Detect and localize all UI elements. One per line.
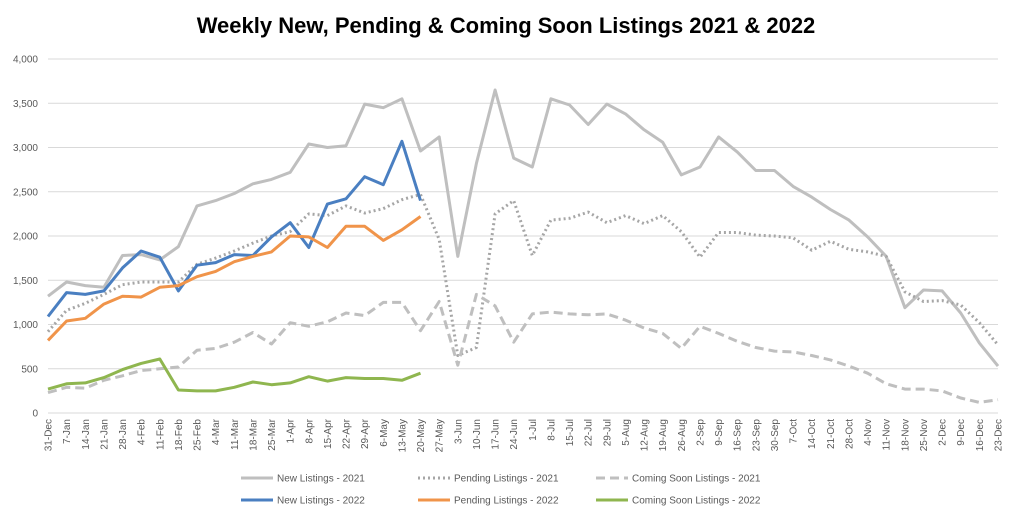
x-tick-label: 7-Jan bbox=[62, 419, 73, 444]
x-tick-label: 29-Jul bbox=[602, 419, 613, 446]
x-tick-label: 27-May bbox=[435, 419, 446, 452]
legend-label: New Listings - 2021 bbox=[277, 474, 365, 485]
x-tick-label: 4-Nov bbox=[863, 419, 874, 446]
x-axis-ticks: 31-Dec 7-Jan 14-Jan 21-Jan 28-Jan 4-Feb 11-Feb… bbox=[44, 418, 1005, 452]
series-line-2 bbox=[47, 292, 999, 404]
x-tick-label: 18-Feb bbox=[174, 419, 185, 451]
x-tick-label: 22-Jul bbox=[584, 419, 595, 446]
y-tick-label: 3,500 bbox=[13, 99, 38, 110]
x-tick-label: 3-Jun bbox=[453, 419, 464, 444]
x-tick-label: 11-Nov bbox=[882, 419, 893, 451]
x-tick-label: 15-Apr bbox=[323, 418, 334, 449]
x-tick-label: 23-Dec bbox=[994, 419, 1005, 451]
x-tick-label: 2-Dec bbox=[938, 419, 949, 446]
series-line-4 bbox=[46, 215, 422, 342]
x-tick-label: 13-May bbox=[397, 419, 408, 452]
y-tick-label: 500 bbox=[21, 364, 38, 375]
series-line-0 bbox=[47, 88, 1000, 368]
x-tick-label: 7-Oct bbox=[789, 419, 800, 444]
series-line-5 bbox=[47, 357, 422, 393]
x-tick-label: 4-Feb bbox=[137, 419, 148, 446]
legend-label: New Listings - 2022 bbox=[277, 496, 365, 507]
x-tick-label: 1-Jul bbox=[528, 419, 539, 441]
x-tick-label: 11-Feb bbox=[155, 419, 166, 450]
x-tick-label: 14-Jan bbox=[81, 419, 92, 450]
x-tick-label: 28-Jan bbox=[118, 419, 129, 450]
x-tick-label: 8-Apr bbox=[304, 418, 315, 443]
y-tick-label: 4,000 bbox=[13, 55, 38, 66]
x-tick-label: 22-Apr bbox=[342, 418, 353, 449]
x-tick-label: 16-Sep bbox=[733, 419, 744, 452]
legend-label: Pending Listings - 2022 bbox=[454, 496, 559, 507]
x-tick-label: 4-Mar bbox=[211, 418, 222, 445]
x-tick-label: 18-Nov bbox=[900, 419, 911, 451]
x-tick-label: 6-May bbox=[379, 419, 390, 447]
x-tick-label: 10-Jun bbox=[472, 419, 483, 450]
x-tick-label: 9-Dec bbox=[956, 419, 967, 446]
y-tick-label: 3,000 bbox=[13, 143, 38, 154]
legend-label: Coming Soon Listings - 2022 bbox=[632, 496, 761, 507]
x-tick-label: 5-Aug bbox=[621, 419, 632, 446]
series-lines bbox=[46, 88, 1000, 404]
x-tick-label: 26-Aug bbox=[677, 419, 688, 451]
x-tick-label: 23-Sep bbox=[751, 419, 762, 452]
x-tick-label: 20-May bbox=[416, 419, 427, 452]
x-tick-label: 25-Feb bbox=[193, 419, 204, 451]
x-tick-label: 11-Mar bbox=[230, 418, 241, 450]
x-tick-label: 24-Jun bbox=[509, 419, 520, 450]
gridlines bbox=[48, 58, 998, 370]
y-tick-label: 1,000 bbox=[13, 320, 38, 331]
x-tick-label: 21-Jan bbox=[99, 419, 110, 450]
y-tick-label: 2,000 bbox=[13, 232, 38, 243]
x-tick-label: 19-Aug bbox=[658, 419, 669, 451]
x-tick-label: 14-Oct bbox=[807, 419, 818, 449]
x-tick-label: 1-Apr bbox=[286, 418, 297, 443]
series-line-3 bbox=[46, 139, 422, 318]
x-tick-label: 8-Jul bbox=[546, 419, 557, 441]
x-tick-label: 18-Mar bbox=[248, 418, 259, 450]
x-tick-label: 17-Jun bbox=[491, 419, 502, 450]
legend-label: Pending Listings - 2021 bbox=[454, 474, 559, 485]
x-tick-label: 12-Aug bbox=[640, 419, 651, 451]
x-tick-label: 25-Nov bbox=[919, 419, 930, 451]
chart-title: Weekly New, Pending & Coming Soon Listin… bbox=[197, 13, 816, 38]
series-line-1 bbox=[46, 192, 1000, 357]
x-tick-label: 9-Sep bbox=[714, 419, 725, 446]
y-tick-label: 2,500 bbox=[13, 187, 38, 198]
y-tick-label: 1,500 bbox=[13, 276, 38, 287]
x-tick-label: 31-Dec bbox=[44, 419, 55, 451]
x-tick-label: 2-Sep bbox=[695, 419, 706, 446]
x-tick-label: 29-Apr bbox=[360, 418, 371, 449]
legend-label: Coming Soon Listings - 2021 bbox=[632, 474, 761, 485]
x-tick-label: 28-Oct bbox=[844, 419, 855, 449]
y-tick-label: 0 bbox=[32, 409, 38, 420]
x-tick-label: 15-Jul bbox=[565, 419, 576, 446]
x-tick-label: 16-Dec bbox=[975, 419, 986, 451]
x-tick-label: 30-Sep bbox=[770, 419, 781, 452]
legend: New Listings - 2021 Pending Listings - 20… bbox=[241, 474, 761, 507]
y-axis-ticks: 0 500 1,000 1,500 2,000 2,500 3,000 3,500 4,000 bbox=[13, 55, 38, 420]
x-tick-label: 21-Oct bbox=[826, 419, 837, 449]
x-tick-label: 25-Mar bbox=[267, 418, 278, 450]
